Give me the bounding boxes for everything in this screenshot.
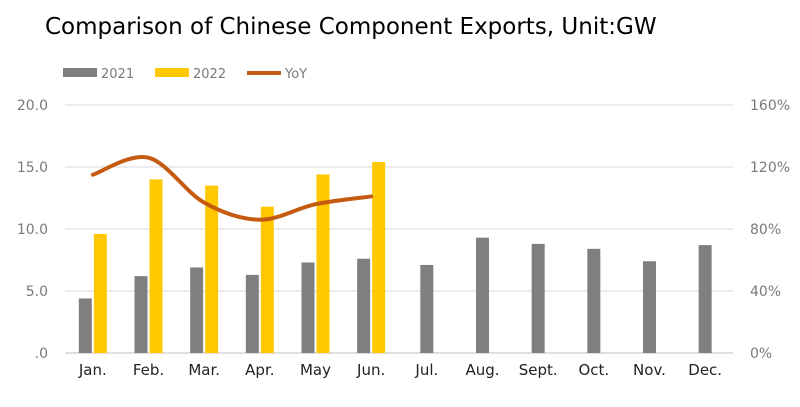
legend-swatch-2022 <box>155 68 189 77</box>
bar-2022-Mar. <box>205 185 219 353</box>
bar-2021-Jan. <box>78 298 92 353</box>
legend-label-YoY: YoY <box>284 67 307 82</box>
bar-2021-May <box>301 262 315 353</box>
bar-2022-Jan. <box>93 233 107 353</box>
bar-2021-Oct. <box>587 248 601 353</box>
bar-2021-Apr. <box>245 274 259 353</box>
y2-tick-label: 120% <box>750 160 790 176</box>
bar-2021-Aug. <box>476 237 489 353</box>
y-tick-label: 20.0 <box>17 98 48 114</box>
y-tick-label: 15.0 <box>17 160 48 176</box>
legend-label-2021: 2021 <box>101 67 134 82</box>
x-tick-label: Oct. <box>578 361 609 379</box>
y2-tick-label: 80% <box>750 222 781 238</box>
x-tick-label: Jun. <box>356 361 385 379</box>
legend-label-2022: 2022 <box>193 67 226 82</box>
x-tick-label: Dec. <box>688 361 722 379</box>
bar-2022-Feb. <box>149 179 163 353</box>
x-tick-label: Feb. <box>133 361 164 379</box>
bar-2022-May <box>316 174 330 353</box>
y2-tick-label: 0% <box>750 346 772 362</box>
bar-2021-Nov. <box>643 261 656 353</box>
bar-2021-Jun. <box>357 258 371 353</box>
x-tick-label: Apr. <box>245 361 274 379</box>
bar-2021-Sept. <box>531 243 545 353</box>
bar-2021-Feb. <box>134 276 148 353</box>
x-tick-label: Jul. <box>414 361 438 379</box>
x-tick-label: Jan. <box>78 361 107 379</box>
x-tick-label: Sept. <box>519 361 558 379</box>
x-tick-label: Nov. <box>633 361 666 379</box>
y-tick-label: .0 <box>35 346 48 362</box>
bar-2022-Apr. <box>260 206 274 353</box>
y-tick-label: 10.0 <box>17 222 48 238</box>
y-tick-label: 5.0 <box>26 284 48 300</box>
y2-tick-label: 40% <box>750 284 781 300</box>
y2-tick-label: 160% <box>750 98 790 114</box>
bar-2022-Jun. <box>372 162 386 353</box>
bar-2021-Jul. <box>420 264 434 353</box>
bar-2021-Mar. <box>190 267 204 353</box>
x-tick-label: Aug. <box>465 361 499 379</box>
x-tick-label: May <box>300 361 331 379</box>
line-YoY <box>90 154 374 222</box>
x-tick-label: Mar. <box>188 361 220 379</box>
legend-swatch-2021 <box>63 68 97 77</box>
chart-title: Comparison of Chinese Component Exports,… <box>45 14 657 40</box>
bar-2021-Dec. <box>698 245 712 353</box>
